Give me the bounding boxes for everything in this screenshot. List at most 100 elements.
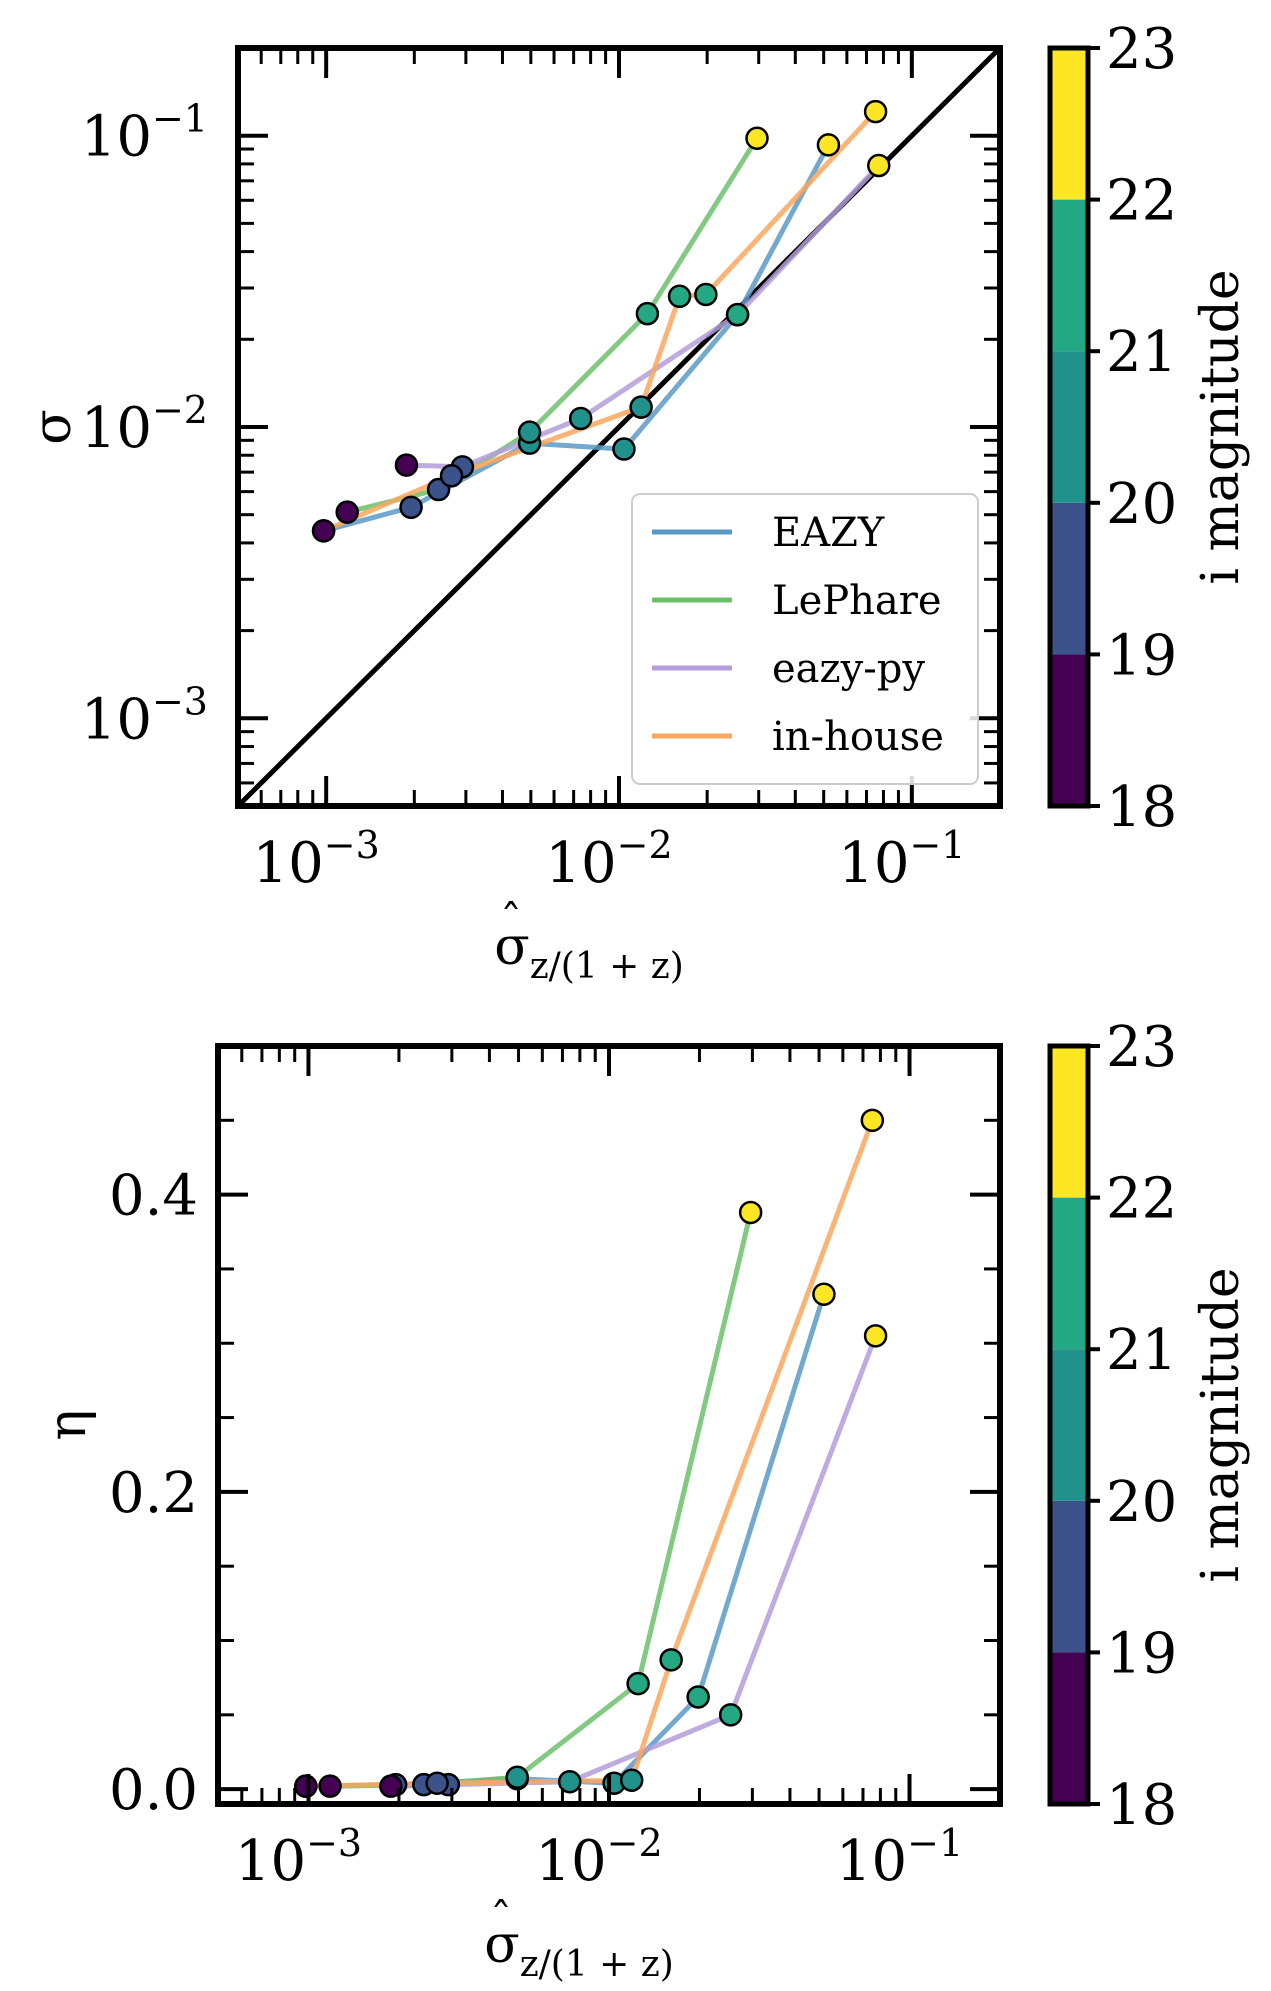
- series-line-eazy: [305, 1293, 827, 1789]
- colorbar-bin-3: [1050, 1197, 1088, 1350]
- y-tick-exp: −1: [152, 97, 208, 141]
- point-in-house-2: [629, 395, 653, 419]
- x-tick-label: 10−1: [838, 823, 965, 896]
- point-in-house-1: [439, 464, 464, 488]
- point-lephare-0: [335, 500, 359, 524]
- x-tick-base: 10: [545, 831, 616, 896]
- y-axis-label: η: [38, 1409, 98, 1440]
- colorbar-tick-label: 19: [1106, 623, 1177, 688]
- y-tick-exp: −2: [152, 388, 208, 432]
- x-tick-label: 10−2: [535, 1821, 662, 1894]
- colorbar-bin-2: [1050, 351, 1088, 503]
- y-tick-label: 10−1: [81, 97, 208, 170]
- colorbar-frame: [1047, 45, 1091, 809]
- y-tick-label: 0.4: [109, 1164, 198, 1229]
- colorbar-tick-label: 21: [1106, 320, 1177, 385]
- colorbar-bin-4: [1050, 1046, 1088, 1198]
- point-in-house-1: [425, 1771, 449, 1795]
- point-in-house-4: [694, 282, 718, 307]
- series-line-eazy-py: [390, 1334, 878, 1789]
- legend-label-in-house: in-house: [772, 714, 944, 760]
- colorbar-tick-label: 20: [1106, 472, 1177, 537]
- colorbar-tick-label: 21: [1106, 1318, 1177, 1383]
- series-line-in-house: [305, 1119, 875, 1789]
- x-axis-label: σz/(1 + z): [494, 917, 684, 987]
- colorbar-tick-label: 18: [1106, 775, 1177, 840]
- x-tick-label: 10−3: [235, 1821, 362, 1894]
- point-lephare-0: [318, 1774, 342, 1798]
- point-eazy-py-3: [725, 302, 750, 327]
- legend-box: [631, 493, 979, 785]
- x-tick-exp: −1: [907, 1821, 963, 1865]
- x-tick-exp: −2: [617, 823, 673, 867]
- x-axis-label-accent: ˆ: [490, 1894, 512, 1945]
- colorbar-tick-label: 22: [1106, 1167, 1177, 1232]
- colorbar-bottom: 18 19 20 21 22 23 i magnitude: [1047, 1015, 1251, 1838]
- colorbar-frame: [1047, 1043, 1091, 1807]
- point-eazy-1: [399, 495, 423, 520]
- axes-frame: [215, 1043, 1003, 1807]
- plot-area: [294, 1108, 888, 1798]
- x-tick-base: 10: [253, 831, 324, 896]
- colorbar-top: 18 19 20 21 22 23 i magnitude: [1047, 17, 1251, 840]
- colorbar-bin-1: [1050, 502, 1088, 655]
- point-eazy-py-2: [568, 406, 593, 431]
- y-tick-base: 10: [81, 687, 152, 752]
- series-line-eazy: [322, 143, 831, 534]
- legend: EAZY LePhare eazy-py in-house: [631, 493, 979, 785]
- point-in-house-3: [667, 284, 692, 309]
- point-eazy-5: [816, 133, 841, 157]
- y-tick-label: 10−3: [81, 679, 208, 752]
- point-lephare-2: [505, 1765, 529, 1789]
- x-axis-label-main: σ: [484, 1915, 520, 1975]
- x-tick-base: 10: [235, 1829, 306, 1894]
- point-eazy-py-3: [718, 1703, 743, 1727]
- point-eazy-py-0: [379, 1774, 403, 1798]
- point-eazy-py-2: [557, 1769, 582, 1794]
- x-axis-label-sub: z/(1 + z): [520, 1944, 674, 1985]
- point-lephare-4: [738, 1200, 763, 1225]
- x-axis-label-sub: z/(1 + z): [530, 946, 684, 987]
- colorbar-tick-label: 19: [1106, 1621, 1177, 1686]
- colorbar-tick-label: 20: [1106, 1470, 1177, 1535]
- x-tick-exp: −3: [306, 1821, 362, 1865]
- point-lephare-4: [745, 126, 769, 150]
- y-tick-label: 0.2: [109, 1461, 198, 1526]
- point-in-house-3: [659, 1648, 683, 1672]
- x-tick-label: 10−3: [253, 823, 380, 896]
- point-eazy-py-0: [394, 453, 419, 477]
- colorbar-bin-0: [1050, 1652, 1088, 1804]
- colorbar-tick-label: 22: [1106, 169, 1177, 234]
- colorbar-bin-4: [1050, 48, 1088, 200]
- legend-label-eazy-py: eazy-py: [772, 646, 925, 692]
- colorbar-bin-1: [1050, 1500, 1088, 1653]
- point-in-house-2: [619, 1768, 644, 1792]
- y-tick-label: 0.0: [109, 1758, 198, 1823]
- colorbar-label: i magnitude: [1191, 1267, 1251, 1582]
- point-in-house-4: [860, 1108, 885, 1133]
- x-tick-base: 10: [535, 1829, 606, 1894]
- colorbar-tick-label: 18: [1106, 1773, 1177, 1838]
- y-tick-label: 10−2: [81, 388, 208, 461]
- x-axis-label-accent: ˆ: [500, 896, 522, 947]
- point-lephare-2: [517, 420, 542, 444]
- x-tick-exp: −1: [909, 823, 965, 867]
- y-tick-exp: −3: [152, 679, 208, 723]
- colorbar-tick-label: 23: [1106, 17, 1177, 82]
- point-in-house-0: [294, 1774, 318, 1798]
- x-tick-exp: −2: [607, 1821, 663, 1865]
- point-eazy-4: [686, 1685, 710, 1709]
- x-tick-base: 10: [836, 1829, 907, 1894]
- x-tick-label: 10−2: [545, 823, 672, 896]
- point-lephare-3: [626, 1671, 650, 1696]
- point-in-house-0: [311, 519, 336, 543]
- colorbar-bin-0: [1050, 654, 1088, 806]
- x-tick-base: 10: [838, 831, 909, 896]
- colorbar-label: i magnitude: [1191, 269, 1251, 584]
- colorbar-tick-label: 23: [1106, 1015, 1177, 1080]
- point-eazy-3: [612, 437, 636, 461]
- colorbar-bin-2: [1050, 1349, 1088, 1501]
